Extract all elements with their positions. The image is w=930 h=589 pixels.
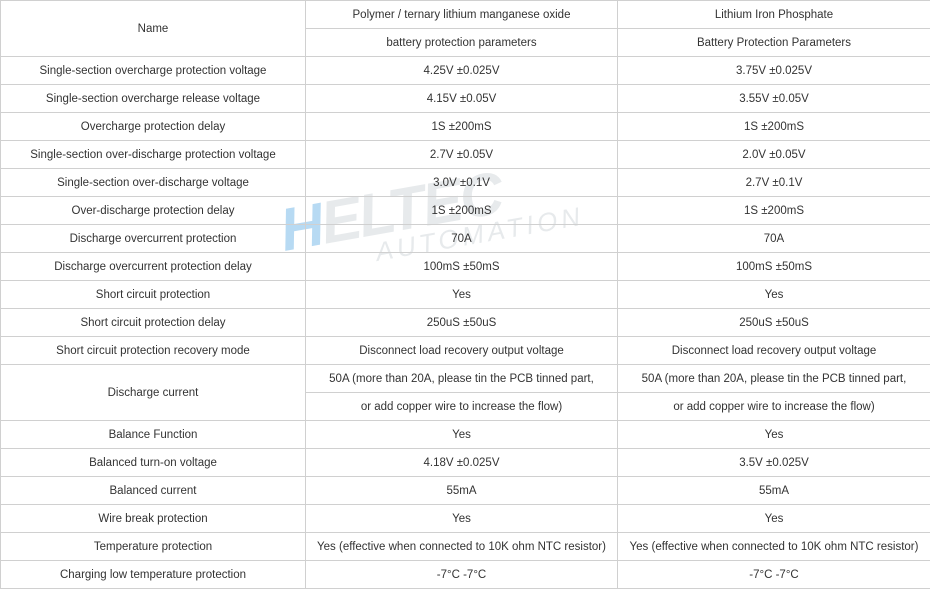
row-c3: 1S ±200mS bbox=[618, 197, 930, 225]
row-c2: 1S ±200mS bbox=[306, 197, 618, 225]
row-c3: 100mS ±50mS bbox=[618, 253, 930, 281]
row-c3: 2.0V ±0.05V bbox=[618, 141, 930, 169]
header-name: Name bbox=[1, 1, 306, 57]
table-row: Single-section overcharge protection vol… bbox=[1, 57, 930, 85]
row-c2: 250uS ±50uS bbox=[306, 309, 618, 337]
row-c2: Yes (effective when connected to 10K ohm… bbox=[306, 533, 618, 561]
row-c3: Yes (effective when connected to 10K ohm… bbox=[618, 533, 930, 561]
row-label: Single-section overcharge protection vol… bbox=[1, 57, 306, 85]
row-c3: 2.7V ±0.1V bbox=[618, 169, 930, 197]
discharge-current-c3a: 50A (more than 20A, please tin the PCB t… bbox=[618, 365, 930, 393]
row-c3: 70A bbox=[618, 225, 930, 253]
row-c3: Disconnect load recovery output voltage bbox=[618, 337, 930, 365]
table-row: Single-section over-discharge protection… bbox=[1, 141, 930, 169]
table-row: Balanced current55mA55mA bbox=[1, 477, 930, 505]
row-c2: Yes bbox=[306, 505, 618, 533]
row-c2: 70A bbox=[306, 225, 618, 253]
discharge-current-label: Discharge current bbox=[1, 365, 306, 421]
row-label: Balanced turn-on voltage bbox=[1, 449, 306, 477]
header-col2b: battery protection parameters bbox=[306, 29, 618, 57]
row-label: Balanced current bbox=[1, 477, 306, 505]
row-label: Short circuit protection recovery mode bbox=[1, 337, 306, 365]
row-c2: 1S ±200mS bbox=[306, 113, 618, 141]
row-c2: 4.25V ±0.025V bbox=[306, 57, 618, 85]
row-c3: 3.75V ±0.025V bbox=[618, 57, 930, 85]
table-row: Single-section over-discharge voltage3.0… bbox=[1, 169, 930, 197]
table-row: Short circuit protection delay250uS ±50u… bbox=[1, 309, 930, 337]
table-row: Discharge overcurrent protection70A70A bbox=[1, 225, 930, 253]
row-label: Over-discharge protection delay bbox=[1, 197, 306, 225]
row-c2: 4.15V ±0.05V bbox=[306, 85, 618, 113]
row-c3: Yes bbox=[618, 505, 930, 533]
discharge-current-c3b: or add copper wire to increase the flow) bbox=[618, 393, 930, 421]
row-c2: 3.0V ±0.1V bbox=[306, 169, 618, 197]
header-row-1: Name Polymer / ternary lithium manganese… bbox=[1, 1, 930, 29]
row-label: Single-section over-discharge voltage bbox=[1, 169, 306, 197]
row-label: Temperature protection bbox=[1, 533, 306, 561]
row-c2: 100mS ±50mS bbox=[306, 253, 618, 281]
table-row: Temperature protectionYes (effective whe… bbox=[1, 533, 930, 561]
row-c2: 2.7V ±0.05V bbox=[306, 141, 618, 169]
row-label: Balance Function bbox=[1, 421, 306, 449]
table-row: Single-section overcharge release voltag… bbox=[1, 85, 930, 113]
table-row: Discharge overcurrent protection delay10… bbox=[1, 253, 930, 281]
table-row: Short circuit protectionYesYes bbox=[1, 281, 930, 309]
header-col3b: Battery Protection Parameters bbox=[618, 29, 930, 57]
row-c3: Yes bbox=[618, 421, 930, 449]
discharge-current-c2a: 50A (more than 20A, please tin the PCB t… bbox=[306, 365, 618, 393]
row-label: Short circuit protection bbox=[1, 281, 306, 309]
table-row: Wire break protectionYesYes bbox=[1, 505, 930, 533]
table-row: Over-discharge protection delay1S ±200mS… bbox=[1, 197, 930, 225]
row-label: Overcharge protection delay bbox=[1, 113, 306, 141]
table-row: Balance FunctionYesYes bbox=[1, 421, 930, 449]
row-label: Discharge overcurrent protection delay bbox=[1, 253, 306, 281]
row-c3: 1S ±200mS bbox=[618, 113, 930, 141]
table-row: Balanced turn-on voltage4.18V ±0.025V3.5… bbox=[1, 449, 930, 477]
header-col3a: Lithium Iron Phosphate bbox=[618, 1, 930, 29]
row-c2: 55mA bbox=[306, 477, 618, 505]
row-c3: 250uS ±50uS bbox=[618, 309, 930, 337]
row-label: Single-section overcharge release voltag… bbox=[1, 85, 306, 113]
row-c2: Yes bbox=[306, 421, 618, 449]
row-c3: Yes bbox=[618, 281, 930, 309]
row-label: Wire break protection bbox=[1, 505, 306, 533]
table-row: Overcharge protection delay1S ±200mS1S ±… bbox=[1, 113, 930, 141]
table-row: Short circuit protection recovery modeDi… bbox=[1, 337, 930, 365]
row-c2: Yes bbox=[306, 281, 618, 309]
row-c2: Disconnect load recovery output voltage bbox=[306, 337, 618, 365]
header-col2a: Polymer / ternary lithium manganese oxid… bbox=[306, 1, 618, 29]
discharge-current-row-1: Discharge current 50A (more than 20A, pl… bbox=[1, 365, 930, 393]
row-c3: 3.5V ±0.025V bbox=[618, 449, 930, 477]
row-c2: 4.18V ±0.025V bbox=[306, 449, 618, 477]
discharge-current-c2b: or add copper wire to increase the flow) bbox=[306, 393, 618, 421]
row-label: Discharge overcurrent protection bbox=[1, 225, 306, 253]
row-c3: 55mA bbox=[618, 477, 930, 505]
row-label: Short circuit protection delay bbox=[1, 309, 306, 337]
row-label: Single-section over-discharge protection… bbox=[1, 141, 306, 169]
row-c3: 3.55V ±0.05V bbox=[618, 85, 930, 113]
spec-table: Name Polymer / ternary lithium manganese… bbox=[0, 0, 930, 589]
